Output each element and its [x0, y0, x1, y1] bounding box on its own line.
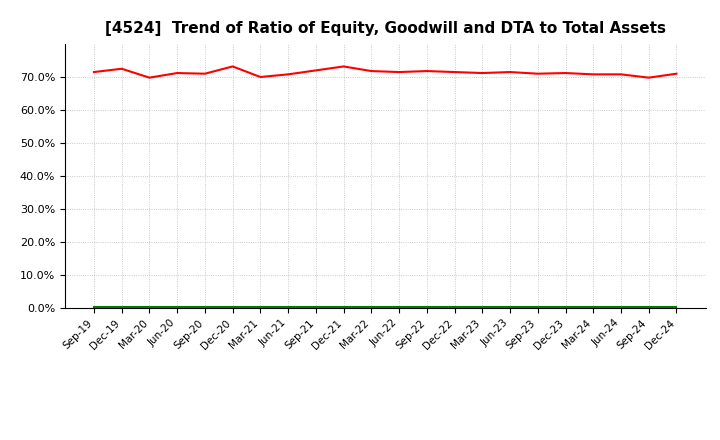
Equity	[173, 70, 181, 76]
Deferred Tax Assets	[145, 304, 154, 310]
Equity	[644, 75, 653, 80]
Goodwill	[423, 305, 431, 311]
Goodwill	[395, 305, 403, 311]
Deferred Tax Assets	[534, 304, 542, 310]
Goodwill	[672, 305, 681, 311]
Equity	[89, 70, 98, 75]
Goodwill	[173, 305, 181, 311]
Deferred Tax Assets	[228, 304, 237, 310]
Deferred Tax Assets	[423, 304, 431, 310]
Equity	[284, 72, 292, 77]
Goodwill	[339, 305, 348, 311]
Equity	[145, 75, 154, 80]
Equity	[256, 74, 265, 80]
Deferred Tax Assets	[505, 304, 514, 310]
Deferred Tax Assets	[312, 304, 320, 310]
Deferred Tax Assets	[672, 304, 681, 310]
Equity	[616, 72, 625, 77]
Equity	[423, 68, 431, 73]
Equity	[367, 68, 376, 73]
Equity	[201, 71, 210, 76]
Equity	[450, 70, 459, 75]
Deferred Tax Assets	[589, 304, 598, 310]
Equity	[589, 72, 598, 77]
Equity	[117, 66, 126, 71]
Goodwill	[201, 305, 210, 311]
Equity	[478, 70, 487, 76]
Goodwill	[478, 305, 487, 311]
Goodwill	[589, 305, 598, 311]
Goodwill	[561, 305, 570, 311]
Deferred Tax Assets	[644, 304, 653, 310]
Deferred Tax Assets	[201, 304, 210, 310]
Deferred Tax Assets	[256, 304, 265, 310]
Deferred Tax Assets	[117, 304, 126, 310]
Deferred Tax Assets	[616, 304, 625, 310]
Equity	[339, 64, 348, 69]
Goodwill	[145, 305, 154, 311]
Goodwill	[89, 305, 98, 311]
Goodwill	[616, 305, 625, 311]
Title: [4524]  Trend of Ratio of Equity, Goodwill and DTA to Total Assets: [4524] Trend of Ratio of Equity, Goodwil…	[104, 21, 666, 36]
Deferred Tax Assets	[173, 304, 181, 310]
Goodwill	[312, 305, 320, 311]
Equity	[228, 64, 237, 69]
Equity	[672, 71, 681, 76]
Deferred Tax Assets	[561, 304, 570, 310]
Goodwill	[117, 305, 126, 311]
Goodwill	[534, 305, 542, 311]
Deferred Tax Assets	[395, 304, 403, 310]
Equity	[312, 68, 320, 73]
Goodwill	[505, 305, 514, 311]
Deferred Tax Assets	[478, 304, 487, 310]
Goodwill	[256, 305, 265, 311]
Goodwill	[284, 305, 292, 311]
Goodwill	[450, 305, 459, 311]
Deferred Tax Assets	[450, 304, 459, 310]
Line: Equity: Equity	[94, 66, 677, 77]
Deferred Tax Assets	[339, 304, 348, 310]
Deferred Tax Assets	[284, 304, 292, 310]
Equity	[534, 71, 542, 76]
Deferred Tax Assets	[367, 304, 376, 310]
Equity	[561, 70, 570, 76]
Goodwill	[228, 305, 237, 311]
Equity	[505, 70, 514, 75]
Goodwill	[367, 305, 376, 311]
Equity	[395, 70, 403, 75]
Goodwill	[644, 305, 653, 311]
Deferred Tax Assets	[89, 304, 98, 310]
